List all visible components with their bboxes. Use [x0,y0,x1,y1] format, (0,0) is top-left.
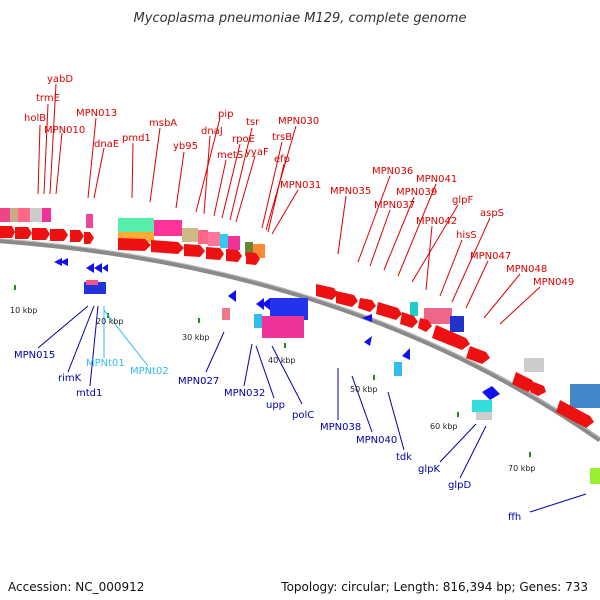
gene-label-MPN013: MPN013 [76,108,117,119]
gene-label-MPN027: MPN027 [178,376,219,387]
leader-lines-reverse [37,305,587,513]
gene-bar [10,208,18,222]
gene-label-holB: holB [24,113,46,124]
gene-label-MPN031: MPN031 [280,180,321,191]
gene-label-MPNt01: MPNt01 [86,358,125,369]
gene-label-MPN035: MPN035 [330,186,371,197]
gene-label-rpoE: rpoE [232,134,255,145]
gene-label-pmd1: pmd1 [122,133,151,144]
gene-label-MPN040: MPN040 [356,435,397,446]
gene-bar [86,214,93,228]
gene-label-dnaJ: dnaJ [201,126,223,137]
forward-arrows [0,226,594,428]
gene-label-MPN039: MPN039 [396,187,437,198]
accession-text: Accession: NC_000912 [8,580,145,594]
gene-bar [154,220,182,236]
gene-label-MPN036: MPN036 [372,166,413,177]
gene-label-MPN048: MPN048 [506,264,547,275]
gene-label-MPN037: MPN037 [374,200,415,211]
gene-label-MPN030: MPN030 [278,116,319,127]
gene-bar [198,230,208,244]
gene-bar [228,236,240,250]
leader-lines-forward [37,83,541,325]
genome-backbone-highlight [0,238,600,439]
kbp-label: 60 kbp [430,422,458,431]
kbp-label: 70 kbp [508,464,536,473]
gene-bar [424,308,452,324]
gene-label-polC: polC [292,410,314,421]
gene-label-MPNt02: MPNt02 [130,366,169,377]
gene-label-glpF: glpF [452,195,473,206]
tick-marks [14,285,531,457]
gene-label-yyaF: yyaF [245,147,269,158]
gene-label-MPN041: MPN041 [416,174,457,185]
gene-label-upp: upp [266,400,285,411]
gene-label-MPN015: MPN015 [14,350,55,361]
gene-label-MPN032: MPN032 [224,388,265,399]
kbp-scale: 10 kbp 20 kbp 30 kbp 40 kbp 50 kbp 60 kbp 70 k… [10,306,536,473]
genome-backbone [0,238,600,443]
gene-label-efp: efp [274,154,290,165]
gene-label-yabD: yabD [47,74,73,85]
gene-bar [245,242,253,256]
gene-label-tdk: tdk [396,452,412,463]
genome-stats-text: Topology: circular; Length: 816,394 bp; … [281,580,588,594]
gene-bar [0,208,10,222]
gene-bar [30,208,42,222]
gene-bar [208,232,220,246]
gene-label-msbA: msbA [149,118,177,129]
gene-label-pip: pip [218,109,233,120]
reverse-gene-labels: MPN015 rimK mtd1 MPNt01 MPNt02 MPN027 MPN032up… [14,350,521,523]
gene-label-MPN047: MPN047 [470,251,511,262]
leader-lines-trna [103,306,149,367]
gene-label-tsr: tsr [246,117,260,128]
gene-bar [450,316,464,332]
gene-label-metS: metS [217,150,243,161]
gene-bar [220,234,228,248]
kbp-label: 30 kbp [182,333,210,342]
gene-label-aspS: aspS [480,208,504,219]
gene-label-ffh: ffh [508,512,521,523]
gene-label-rimK: rimK [58,373,82,384]
gene-label-trsB: trsB [272,132,292,143]
gene-bar [18,208,30,222]
forward-strand-bars [0,208,600,408]
gene-label-MPN049: MPN049 [533,277,574,288]
gene-label-trmE: trmE [36,93,60,104]
kbp-label: 40 kbp [268,356,296,365]
gene-label-yb95: yb95 [173,141,198,152]
gene-bar [118,232,154,242]
reverse-bars [222,308,600,484]
gene-label-glpD: glpD [448,480,471,491]
kbp-label: 10 kbp [10,306,38,315]
kbp-label: 50 kbp [350,385,378,394]
gene-label-mtd1: mtd1 [76,388,102,399]
gene-label-MPN010: MPN010 [44,125,85,136]
reverse-arrows [54,258,500,400]
gene-bar [182,228,198,242]
map-title: Mycoplasma pneumoniae M129, complete gen… [134,11,467,26]
kbp-label: 20 kbp [96,317,124,326]
gene-bar [118,218,154,234]
gene-label-dnaE: dnaE [94,139,119,150]
gene-label-hisS: hisS [456,230,477,241]
gene-bar [410,302,418,316]
gene-bar [42,208,51,222]
gene-label-MPN038: MPN038 [320,422,361,433]
gene-label-glpK: glpK [418,464,440,475]
gene-label-MPN042: MPN042 [416,216,457,227]
gene-bar [570,384,600,408]
gene-bar [524,358,544,372]
